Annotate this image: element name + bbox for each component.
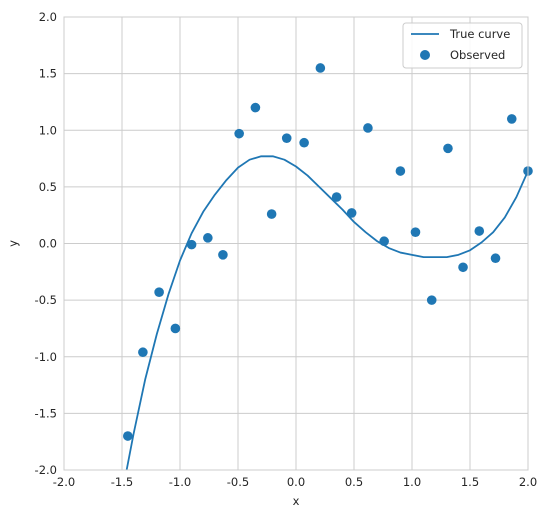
observed-point xyxy=(170,323,181,334)
observed-point xyxy=(154,287,164,297)
x-tick-label: 0.5 xyxy=(345,475,363,489)
plot-content xyxy=(123,63,533,471)
observed-point xyxy=(506,114,517,124)
x-tick-label: 2.0 xyxy=(519,475,537,489)
x-tick-label: 1.5 xyxy=(461,475,479,489)
observed-point xyxy=(123,431,133,441)
x-tick-label: 0.0 xyxy=(287,475,305,489)
observed-point xyxy=(363,123,373,133)
legend-label-observed: Observed xyxy=(450,48,505,62)
legend: True curve Observed xyxy=(402,22,523,69)
y-tick-label: 1.0 xyxy=(39,123,57,137)
observed-point xyxy=(458,262,468,273)
observed-point xyxy=(410,227,421,237)
observed-point xyxy=(250,102,261,113)
legend-dot-swatch xyxy=(420,50,430,60)
observed-point xyxy=(395,166,406,176)
observed-point xyxy=(299,137,309,148)
x-axis-label: x xyxy=(293,494,300,508)
y-tick-label: 2.0 xyxy=(39,10,57,24)
observed-point xyxy=(203,233,213,243)
true-curve-line xyxy=(125,155,529,471)
y-tick-label: -1.0 xyxy=(35,350,57,364)
observed-point xyxy=(234,128,244,139)
observed-point xyxy=(186,239,197,250)
x-tick-label: 1.0 xyxy=(403,475,421,489)
y-tick-label: -0.5 xyxy=(35,293,57,307)
observed-point xyxy=(426,295,437,305)
observed-point xyxy=(266,209,277,219)
observed-point xyxy=(443,143,453,154)
y-tick-label: 1.5 xyxy=(39,67,57,81)
y-tick-label: -2.0 xyxy=(35,463,57,477)
observed-point xyxy=(346,208,357,218)
x-tick-label: -2.0 xyxy=(53,475,75,489)
observed-point xyxy=(218,250,228,260)
tick-labels: -2.0 -1.5 -1.0 -0.5 0.0 0.5 1.0 1.5 2.0 -2.0 -1.5 -… xyxy=(35,10,538,489)
x-tick-label: -1.5 xyxy=(111,475,133,489)
x-tick-label: -0.5 xyxy=(227,475,249,489)
y-tick-label: 0.5 xyxy=(39,180,57,194)
observed-point xyxy=(379,236,389,247)
y-tick-label: 0.0 xyxy=(39,237,57,251)
y-tick-label: -1.5 xyxy=(35,406,57,420)
observed-point xyxy=(331,192,342,202)
observed-point xyxy=(138,347,148,358)
observed-point xyxy=(490,253,501,264)
y-axis-label: y xyxy=(6,240,20,247)
observed-point xyxy=(474,226,485,236)
observed-point xyxy=(315,63,326,73)
x-tick-label: -1.0 xyxy=(169,475,191,489)
plot-frame xyxy=(63,16,529,471)
observed-point xyxy=(281,133,292,143)
legend-label-true-curve: True curve xyxy=(449,27,510,41)
